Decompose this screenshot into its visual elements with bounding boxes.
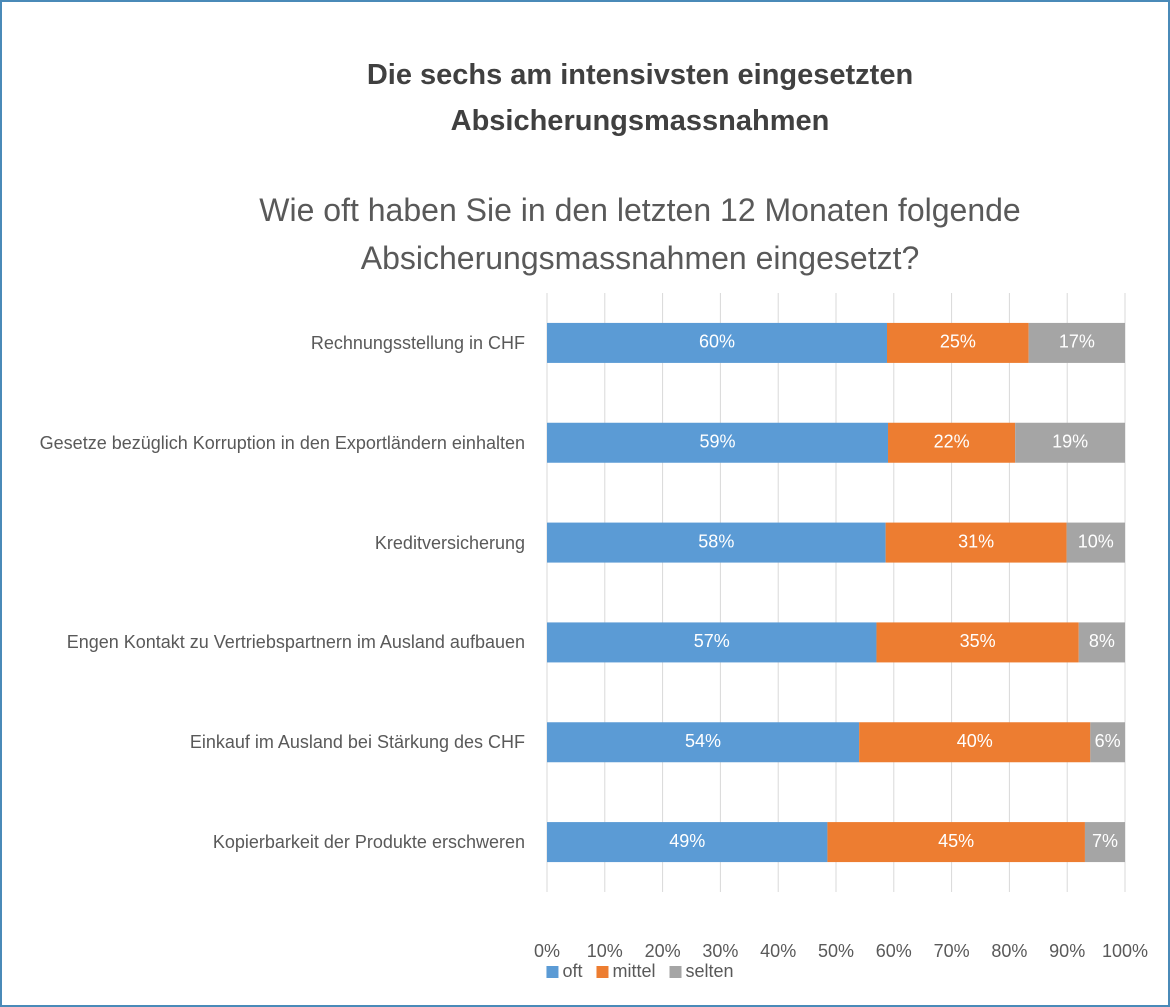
bar-segment xyxy=(1078,622,1125,663)
data-label: 40% xyxy=(957,731,993,751)
y-tick-label: Rechnungsstellung in CHF xyxy=(310,332,525,353)
x-tick-label: 100% xyxy=(1102,941,1148,961)
x-tick-label: 50% xyxy=(818,941,854,961)
bar-segment xyxy=(885,522,1067,563)
legend-swatch xyxy=(596,966,609,978)
category-label-box: Einkauf im Ausland bei Stärkung des CHF xyxy=(25,729,525,755)
bar-segment xyxy=(859,722,1091,763)
y-tick-label: Kreditversicherung xyxy=(374,532,525,553)
bar-segment xyxy=(1090,722,1125,763)
data-label: 22% xyxy=(934,432,970,452)
data-label: 35% xyxy=(960,631,996,651)
x-tick-label: 60% xyxy=(876,941,912,961)
category-label-box: Engen Kontakt zu Vertriebspartnern im Au… xyxy=(25,629,525,655)
data-label: 10% xyxy=(1078,531,1114,551)
x-tick-label: 0% xyxy=(534,941,560,961)
x-tick-label: 80% xyxy=(991,941,1027,961)
bar-segment xyxy=(1028,322,1125,363)
data-label: 58% xyxy=(698,531,734,551)
data-label: 25% xyxy=(940,332,976,352)
legend-swatch xyxy=(546,966,559,978)
data-label: 19% xyxy=(1052,432,1088,452)
category-label-box: Gesetze bezüglich Korruption in den Expo… xyxy=(25,430,525,456)
data-label: 49% xyxy=(669,831,705,851)
bar-segment xyxy=(888,422,1016,463)
bar-segment xyxy=(887,322,1029,363)
x-tick-label: 30% xyxy=(702,941,738,961)
bar-segment xyxy=(547,722,860,763)
category-label-box: Kopierbarkeit der Produkte erschweren xyxy=(25,829,525,855)
x-tick-label: 90% xyxy=(1049,941,1085,961)
bar-segment xyxy=(827,822,1085,863)
data-label: 57% xyxy=(694,631,730,651)
legend-label: selten xyxy=(685,961,733,981)
chart-subtitle: Wie oft haben Sie in den letzten 12 Mona… xyxy=(259,192,1021,276)
x-tick-label: 40% xyxy=(760,941,796,961)
bar-segment xyxy=(1084,822,1125,863)
bar-segment xyxy=(547,422,889,463)
data-label: 8% xyxy=(1089,631,1115,651)
bar-segment xyxy=(547,322,887,363)
data-label: 59% xyxy=(699,432,735,452)
bar-segment xyxy=(876,622,1079,663)
chart-title: Die sechs am intensivsten eingesetzten A… xyxy=(366,59,914,137)
legend-label: oft xyxy=(562,961,582,981)
data-label: 31% xyxy=(958,531,994,551)
y-tick-label: Kopierbarkeit der Produkte erschweren xyxy=(212,832,525,853)
y-tick-label: Einkauf im Ausland bei Stärkung des CHF xyxy=(189,732,525,753)
legend-label: mittel xyxy=(612,961,655,981)
bar-segment xyxy=(547,622,877,663)
y-tick-label: Engen Kontakt zu Vertriebspartnern im Au… xyxy=(66,632,525,653)
x-tick-label: 70% xyxy=(934,941,970,961)
category-label-box: Rechnungsstellung in CHF xyxy=(25,330,525,356)
x-tick-label: 20% xyxy=(645,941,681,961)
bar-segment xyxy=(1015,422,1125,463)
data-label: 17% xyxy=(1059,332,1095,352)
category-label-box: Kreditversicherung xyxy=(25,530,525,556)
bar-segment xyxy=(547,522,886,563)
data-label: 60% xyxy=(699,332,735,352)
y-tick-label: Gesetze bezüglich Korruption in den Expo… xyxy=(39,432,525,453)
bar-segment xyxy=(547,822,828,863)
x-tick-label: 10% xyxy=(587,941,623,961)
legend-swatch xyxy=(669,966,682,978)
data-label: 45% xyxy=(938,831,974,851)
data-label: 54% xyxy=(685,731,721,751)
data-label: 7% xyxy=(1092,831,1118,851)
bar-segment xyxy=(1066,522,1125,563)
data-label: 6% xyxy=(1095,731,1121,751)
